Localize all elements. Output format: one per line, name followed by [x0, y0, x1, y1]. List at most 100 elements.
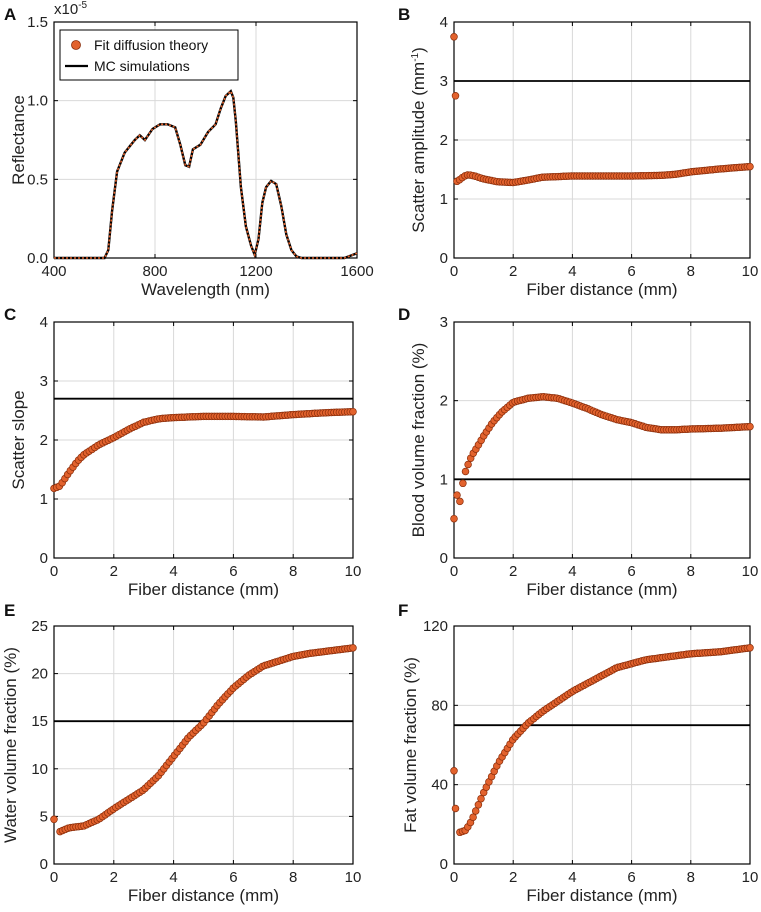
y-multiplier: x10-5: [54, 0, 88, 18]
y-tick-label: 2: [440, 393, 448, 410]
y-axis-label: Fat volume fraction (%): [401, 657, 420, 833]
data-point: [469, 813, 477, 821]
data-point: [746, 644, 754, 652]
y-tick-label: 15: [31, 713, 48, 730]
data-point: [461, 467, 470, 476]
data-point: [450, 767, 458, 775]
x-tick-label: 2: [509, 263, 517, 280]
y-tick-label: 1.5: [27, 14, 48, 31]
data-point: [349, 644, 357, 652]
x-tick-label: 4: [568, 869, 576, 886]
data-point: [477, 794, 485, 803]
legend-marker-fit: [71, 40, 81, 50]
panel-letter: D: [398, 305, 410, 324]
y-tick-label: 3: [440, 73, 448, 90]
x-tick-label: 0: [450, 869, 458, 886]
y-tick-label: 40: [431, 777, 448, 794]
y-axis-label: Scatter slope: [9, 390, 28, 489]
legend-box: [59, 29, 239, 81]
x-tick-label: 8: [687, 869, 695, 886]
x-axis-label: Fiber distance (mm): [128, 580, 279, 599]
data-point: [746, 162, 754, 171]
axes-box: [53, 625, 354, 865]
data-point: [50, 815, 58, 824]
x-tick-label: 8: [687, 263, 695, 280]
data-point: [451, 804, 460, 813]
x-axis-label: Fiber distance (mm): [526, 280, 677, 299]
x-tick-label: 4: [169, 563, 177, 580]
x-tick-label: 6: [229, 563, 237, 580]
data-point: [464, 460, 472, 469]
panel-letter: A: [4, 5, 16, 24]
x-tick-label: 4: [568, 563, 576, 580]
x-tick-label: 0: [50, 869, 58, 886]
chart-panel-d: D 0 2 4 6 8 10 0 1 2 3 Fiber distance (mm) Blood vol…: [398, 305, 758, 599]
series-line-mc-simulations: [54, 89, 358, 260]
x-tick-label: 10: [742, 263, 759, 280]
chart-panel-a: A 400 800 1200 1600 0.0 0.5 1.0 1.5 Wavelength (n…: [4, 0, 374, 299]
y-tick-label: 2: [440, 132, 448, 149]
axes-box: [53, 21, 358, 259]
y-tick-label: 0: [40, 550, 48, 567]
legend-label-fit: Fit diffusion theory: [94, 37, 208, 53]
y-tick-label: 3: [40, 373, 48, 390]
x-tick-label: 0: [50, 563, 58, 580]
panel-letter: C: [4, 305, 16, 324]
y-tick-label: 1: [40, 491, 48, 508]
axes-box: [453, 625, 751, 865]
x-tick-label: 1600: [340, 263, 373, 280]
x-tick-label: 400: [41, 263, 66, 280]
x-tick-label: 2: [110, 563, 118, 580]
x-axis-label: Wavelength (nm): [141, 280, 270, 299]
x-tick-label: 4: [169, 869, 177, 886]
x-tick-label: 2: [110, 869, 118, 886]
y-tick-label: 80: [431, 697, 448, 714]
panel-letter: E: [4, 601, 15, 620]
y-tick-label: 10: [31, 761, 48, 778]
y-tick-label: 0.5: [27, 171, 48, 188]
y-tick-label: 1.0: [27, 93, 48, 110]
data-point: [450, 514, 458, 523]
data-point: [456, 497, 464, 506]
data-point: [471, 807, 480, 815]
data-point: [450, 33, 458, 41]
y-tick-label: 0: [440, 856, 448, 873]
y-tick-label: 0: [40, 856, 48, 873]
y-tick-label: 2: [40, 432, 48, 449]
legend-label-mc: MC simulations: [94, 58, 190, 74]
x-tick-label: 0: [450, 563, 458, 580]
axes-box: [453, 321, 751, 559]
y-tick-label: 4: [440, 14, 448, 31]
data-point: [451, 92, 460, 100]
x-tick-label: 8: [289, 869, 297, 886]
y-tick-label: 4: [40, 314, 48, 331]
y-tick-label: 25: [31, 618, 48, 635]
x-tick-label: 0: [450, 263, 458, 280]
x-tick-label: 10: [345, 869, 362, 886]
y-tick-label: 3: [440, 314, 448, 331]
panel-letter: F: [398, 601, 408, 620]
x-tick-label: 8: [289, 563, 297, 580]
y-axis-label: Scatter amplitude (mm-1): [409, 47, 428, 233]
data-point: [453, 491, 461, 499]
y-tick-label: 120: [423, 618, 448, 635]
y-axis-label: Blood volume fraction (%): [409, 343, 428, 538]
x-tick-label: 6: [627, 869, 635, 886]
x-axis-label: Fiber distance (mm): [526, 580, 677, 599]
y-tick-label: 1: [440, 191, 448, 208]
panel-letter: B: [398, 5, 410, 24]
y-tick-label: 0.0: [27, 250, 48, 267]
y-axis-label: Reflectance: [9, 95, 28, 185]
chart-panel-f: F 0 2 4 6 8 10 0 40 80 120 Fiber distance (mm) Fat v…: [398, 601, 758, 905]
data-point: [349, 407, 357, 416]
y-axis-label: Water volume fraction (%): [1, 647, 20, 843]
x-axis-label: Fiber distance (mm): [128, 886, 279, 905]
x-tick-label: 6: [627, 263, 635, 280]
x-tick-label: 10: [742, 869, 759, 886]
x-tick-label: 4: [568, 263, 576, 280]
y-tick-label: 20: [31, 666, 48, 683]
series-line-fit-diffusion-theory: [54, 89, 358, 259]
